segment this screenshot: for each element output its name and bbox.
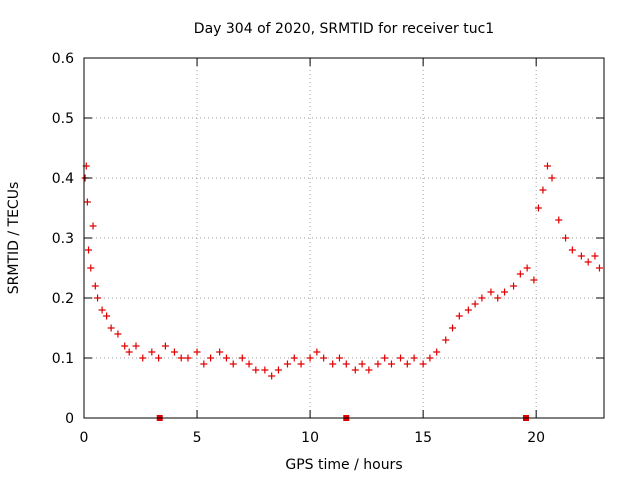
data-point bbox=[94, 294, 102, 302]
data-point bbox=[471, 300, 479, 308]
data-point bbox=[261, 366, 269, 374]
data-point bbox=[229, 360, 237, 368]
data-point bbox=[306, 354, 314, 362]
data-point bbox=[268, 372, 276, 380]
x-tick-label: 10 bbox=[301, 430, 319, 446]
chart-title: Day 304 of 2020, SRMTID for receiver tuc… bbox=[194, 21, 494, 37]
data-point bbox=[501, 288, 509, 296]
data-point bbox=[297, 360, 305, 368]
data-point bbox=[534, 204, 542, 212]
grid-lines bbox=[84, 58, 604, 418]
data-point bbox=[83, 198, 91, 206]
data-point bbox=[216, 348, 224, 356]
data-point bbox=[365, 366, 373, 374]
data-point bbox=[403, 360, 411, 368]
data-point bbox=[397, 354, 405, 362]
y-axis-label: SRMTID / TECUs bbox=[6, 182, 22, 295]
data-point bbox=[351, 366, 359, 374]
data-points bbox=[81, 162, 603, 380]
data-point bbox=[381, 354, 389, 362]
data-point bbox=[442, 336, 450, 344]
data-point bbox=[283, 360, 291, 368]
y-tick-label: 0.6 bbox=[52, 51, 74, 67]
y-tick-label: 0.1 bbox=[52, 351, 74, 367]
data-point bbox=[426, 354, 434, 362]
data-point bbox=[177, 354, 185, 362]
data-point bbox=[358, 360, 366, 368]
data-point bbox=[98, 306, 106, 314]
data-point bbox=[238, 354, 246, 362]
data-point bbox=[170, 348, 178, 356]
data-point bbox=[530, 276, 538, 284]
data-point bbox=[548, 174, 556, 182]
x-tick-label: 5 bbox=[193, 430, 202, 446]
data-point bbox=[85, 246, 93, 254]
data-point bbox=[329, 360, 337, 368]
data-point bbox=[200, 360, 208, 368]
data-point bbox=[584, 258, 592, 266]
data-point bbox=[577, 252, 585, 260]
data-point bbox=[568, 246, 576, 254]
data-point bbox=[139, 354, 147, 362]
data-point bbox=[539, 186, 547, 194]
data-point bbox=[419, 360, 427, 368]
data-point bbox=[107, 324, 115, 332]
data-point bbox=[478, 294, 486, 302]
data-point bbox=[543, 162, 551, 170]
data-point bbox=[595, 264, 603, 272]
data-point bbox=[87, 264, 95, 272]
y-tick-label: 0.3 bbox=[52, 231, 74, 247]
data-point bbox=[494, 294, 502, 302]
y-tick-label: 0 bbox=[65, 411, 74, 427]
y-tick-label: 0.4 bbox=[52, 171, 74, 187]
data-point bbox=[121, 342, 129, 350]
data-point bbox=[455, 312, 463, 320]
data-point bbox=[161, 342, 169, 350]
data-point bbox=[222, 354, 230, 362]
data-point bbox=[184, 354, 192, 362]
data-point bbox=[252, 366, 260, 374]
x-tick-label: 20 bbox=[527, 430, 545, 446]
data-point bbox=[410, 354, 418, 362]
data-point bbox=[591, 252, 599, 260]
data-point bbox=[290, 354, 298, 362]
data-point bbox=[125, 348, 133, 356]
data-point bbox=[103, 312, 111, 320]
data-point bbox=[114, 330, 122, 338]
y-tick-label: 0.5 bbox=[52, 111, 74, 127]
data-point bbox=[510, 282, 518, 290]
data-point bbox=[523, 264, 531, 272]
data-point bbox=[91, 282, 99, 290]
data-point bbox=[516, 270, 524, 278]
data-point bbox=[245, 360, 253, 368]
data-point bbox=[555, 216, 563, 224]
data-point bbox=[335, 354, 343, 362]
x-tick-label: 15 bbox=[414, 430, 432, 446]
data-point bbox=[342, 360, 350, 368]
data-point bbox=[132, 342, 140, 350]
data-point bbox=[193, 348, 201, 356]
data-point bbox=[89, 222, 97, 230]
data-point bbox=[387, 360, 395, 368]
data-point bbox=[313, 348, 321, 356]
y-tick-label: 0.2 bbox=[52, 291, 74, 307]
data-point bbox=[433, 348, 441, 356]
data-point bbox=[374, 360, 382, 368]
data-point bbox=[207, 354, 215, 362]
data-point bbox=[562, 234, 570, 242]
data-point bbox=[449, 324, 457, 332]
x-axis-label: GPS time / hours bbox=[285, 457, 402, 473]
data-point bbox=[155, 354, 163, 362]
data-point bbox=[274, 366, 282, 374]
data-point bbox=[464, 306, 472, 314]
data-point bbox=[320, 354, 328, 362]
data-point bbox=[487, 288, 495, 296]
axis-ticks: 0 0.1 0.2 0.3 0.4 0.5 0.6 0 5 10 15 20 bbox=[52, 51, 604, 446]
x-tick-label: 0 bbox=[80, 430, 89, 446]
data-point bbox=[148, 348, 156, 356]
